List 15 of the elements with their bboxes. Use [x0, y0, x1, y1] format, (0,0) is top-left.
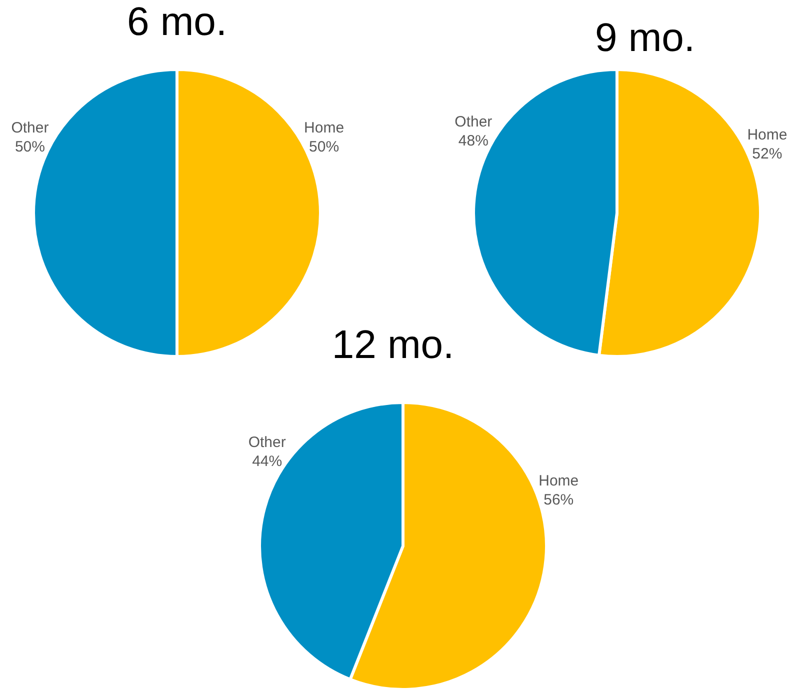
slice-label: Other: [11, 120, 49, 137]
data-label: 50%: [14, 138, 45, 156]
data-label: 48%: [458, 132, 488, 150]
slice-label: Home: [304, 120, 344, 137]
data-label: 50%: [309, 138, 340, 156]
chart-title: 9 mo.: [594, 15, 696, 62]
slice-label: Other: [248, 434, 286, 452]
chart-title: 12 mo.: [330, 322, 456, 369]
data-label: 44%: [252, 453, 282, 470]
slice-label: Home: [538, 472, 579, 490]
data-label: 52%: [752, 145, 782, 162]
chart-title: 6 mo.: [126, 0, 228, 46]
slice-label: Home: [747, 126, 788, 144]
data-label: 56%: [544, 492, 574, 509]
slice-label: Other: [454, 113, 492, 130]
